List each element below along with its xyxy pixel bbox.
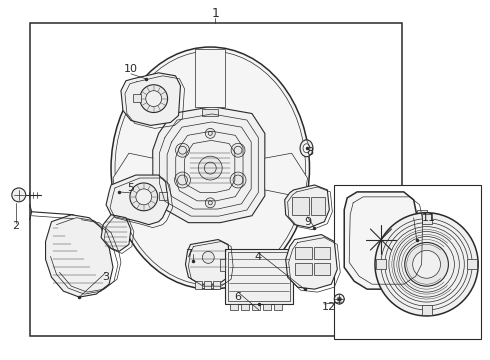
Polygon shape	[196, 49, 225, 107]
Bar	[263, 304, 271, 310]
Bar	[376, 260, 386, 269]
Polygon shape	[101, 215, 131, 251]
Polygon shape	[106, 175, 169, 225]
Circle shape	[334, 294, 344, 304]
Circle shape	[140, 85, 168, 113]
Text: 5: 5	[127, 183, 134, 193]
Bar	[416, 226, 427, 238]
Bar	[213, 281, 220, 289]
Bar	[228, 252, 290, 301]
Bar	[220, 260, 225, 271]
Ellipse shape	[115, 51, 306, 285]
Polygon shape	[121, 73, 180, 125]
Bar	[30, 23, 402, 336]
Circle shape	[136, 189, 152, 205]
Circle shape	[146, 91, 162, 107]
Bar	[294, 264, 313, 275]
Ellipse shape	[303, 144, 310, 153]
Bar	[416, 210, 427, 222]
Circle shape	[413, 251, 441, 278]
Circle shape	[231, 143, 245, 157]
Bar	[225, 249, 293, 304]
Bar	[294, 247, 313, 260]
Circle shape	[130, 183, 158, 211]
Bar	[196, 281, 202, 289]
Bar	[292, 197, 310, 215]
Polygon shape	[285, 185, 329, 228]
Text: 4: 4	[254, 252, 262, 262]
Bar	[421, 305, 432, 315]
Circle shape	[198, 156, 222, 180]
Circle shape	[205, 129, 215, 138]
Bar	[274, 304, 282, 310]
Circle shape	[205, 198, 215, 208]
Circle shape	[175, 143, 190, 157]
Ellipse shape	[111, 47, 310, 289]
Text: 11: 11	[421, 213, 436, 223]
Bar	[241, 304, 249, 310]
Text: 2: 2	[12, 221, 19, 231]
Circle shape	[204, 162, 216, 174]
Polygon shape	[46, 215, 113, 297]
Text: 3: 3	[102, 272, 110, 282]
Circle shape	[174, 172, 191, 188]
Circle shape	[230, 172, 246, 188]
Circle shape	[178, 146, 187, 154]
Circle shape	[381, 219, 472, 310]
Bar	[334, 185, 481, 339]
Text: 7: 7	[185, 249, 192, 260]
Bar	[467, 260, 477, 269]
Bar	[230, 304, 238, 310]
Bar	[312, 197, 325, 215]
Text: 1: 1	[211, 7, 219, 20]
Circle shape	[233, 175, 243, 185]
Bar	[315, 264, 330, 275]
Ellipse shape	[300, 140, 313, 157]
Circle shape	[234, 146, 242, 154]
Bar	[159, 192, 167, 200]
Bar	[204, 281, 211, 289]
Bar	[293, 260, 297, 271]
Bar	[421, 214, 432, 224]
Bar	[315, 247, 330, 260]
Circle shape	[12, 188, 25, 202]
Polygon shape	[344, 192, 416, 289]
Polygon shape	[153, 107, 265, 223]
Polygon shape	[286, 235, 337, 289]
Polygon shape	[265, 153, 308, 198]
Circle shape	[208, 201, 212, 205]
Circle shape	[375, 213, 478, 316]
Text: 8: 8	[306, 147, 313, 157]
Text: 6: 6	[235, 292, 242, 302]
Bar	[133, 94, 141, 102]
Circle shape	[202, 251, 214, 264]
Text: 10: 10	[124, 64, 138, 74]
Circle shape	[177, 175, 188, 185]
Bar	[416, 257, 427, 269]
Circle shape	[405, 243, 448, 286]
Bar	[252, 304, 260, 310]
Circle shape	[208, 131, 212, 135]
Polygon shape	[185, 239, 230, 284]
Circle shape	[337, 297, 341, 301]
Polygon shape	[113, 153, 153, 198]
Text: 12: 12	[322, 302, 337, 312]
Bar	[202, 109, 218, 117]
Text: 9: 9	[304, 217, 311, 227]
Bar	[416, 242, 427, 253]
